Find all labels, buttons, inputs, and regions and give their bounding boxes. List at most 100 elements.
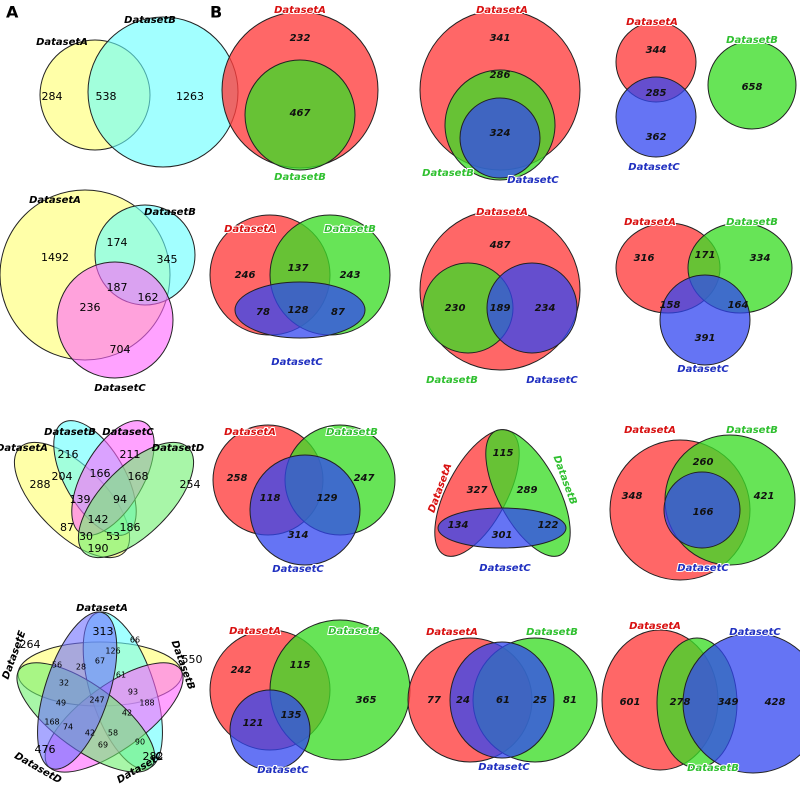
set-name: DatasetD [152,443,204,454]
region-count: 53 [106,530,120,543]
region-count: 121 [243,718,264,729]
panel-label: A [6,3,19,22]
region-count: 254 [180,478,201,491]
region-count: 128 [288,305,309,316]
region-count: 365 [356,695,377,706]
region-count: 341 [490,33,511,44]
region-count: 314 [288,530,309,541]
set-name: DatasetA [76,603,128,614]
region-count: 77 [427,695,441,706]
set-ellipse [449,641,555,759]
region-count: 69 [98,741,108,750]
region-count: 115 [290,660,311,671]
region-count: 242 [231,665,252,676]
region-count: 258 [227,473,248,484]
set-circle [663,471,741,549]
region-count: 232 [290,33,311,44]
region-count: 118 [260,493,281,504]
region-count: 49 [56,699,66,708]
set-name: DatasetC [526,375,578,386]
region-count: 122 [538,520,559,531]
region-count: 188 [139,699,154,708]
region-count: 327 [467,485,488,496]
region-count: 166 [90,467,111,480]
region-count: 168 [128,470,149,483]
set-name: DatasetB [326,427,378,438]
set-name: DatasetC [677,563,729,574]
region-count: 190 [88,542,109,555]
region-count: 28 [76,663,86,672]
set-name: DatasetA [224,427,276,438]
region-count: 234 [535,303,556,314]
region-count: 24 [456,695,470,706]
set-name: DatasetC [102,427,154,438]
region-count: 704 [110,343,131,356]
region-count: 135 [281,710,302,721]
set-name: DatasetA [624,425,676,436]
region-count: 487 [489,240,511,251]
region-count: 288 [30,478,51,491]
region-count: 78 [256,307,270,318]
region-count: 74 [63,723,73,732]
region-count: 129 [317,493,338,504]
region-count: 168 [44,718,59,727]
set-name: DatasetA [624,217,676,228]
region-count: 93 [128,688,138,697]
region-count: 174 [107,236,128,249]
region-count: 282 [143,750,164,763]
region-count: 260 [693,457,714,468]
region-count: 56 [52,661,62,670]
set-name: DatasetB [274,172,326,183]
set-name: DatasetC [628,162,680,173]
region-count: 550 [182,653,203,666]
region-count: 316 [634,253,655,264]
region-count: 81 [563,695,577,706]
set-name: DatasetA [0,443,48,454]
region-count: 171 [695,250,716,261]
set-name: DatasetC [272,564,324,575]
set-name: DatasetB [687,763,739,774]
region-count: 264 [20,638,41,651]
set-name: DatasetC [677,364,729,375]
set-name: DatasetA [229,626,281,637]
set-ellipse [37,611,118,770]
region-count: 90 [135,738,145,747]
region-count: 158 [660,300,681,311]
region-count: 301 [492,530,513,541]
region-count: 66 [130,636,140,645]
region-count: 236 [80,301,101,314]
set-circle [682,632,800,774]
region-count: 246 [235,270,256,281]
set-name: DatasetA [629,621,681,632]
region-count: 186 [120,521,141,534]
set-circle [249,454,361,566]
set-name: DatasetA [274,5,326,16]
set-circle [486,262,578,354]
set-name: DatasetB [124,15,176,26]
region-count: 58 [108,729,118,738]
region-count: 211 [120,448,141,461]
set-name: DatasetA [29,195,81,206]
region-count: 216 [58,448,79,461]
region-count: 345 [157,253,178,266]
set-name: DatasetB [726,425,778,436]
set-ellipse [77,441,195,559]
set-name: DatasetA [224,224,276,235]
set-name: DatasetB [526,627,578,638]
set-circle [615,76,697,158]
region-count: 601 [620,697,641,708]
region-count: 289 [517,485,538,496]
region-count: 243 [340,270,361,281]
region-count: 230 [445,303,466,314]
region-count: 164 [728,300,749,311]
set-name: DatasetC [94,383,146,394]
region-count: 467 [289,108,311,119]
region-count: 139 [70,493,91,506]
region-count: 126 [105,647,120,656]
set-name: DatasetB [726,35,778,46]
region-count: 187 [107,281,128,294]
region-count: 247 [89,696,104,705]
set-circle [659,274,751,366]
region-count: 362 [646,132,667,143]
region-count: 1492 [41,251,69,264]
